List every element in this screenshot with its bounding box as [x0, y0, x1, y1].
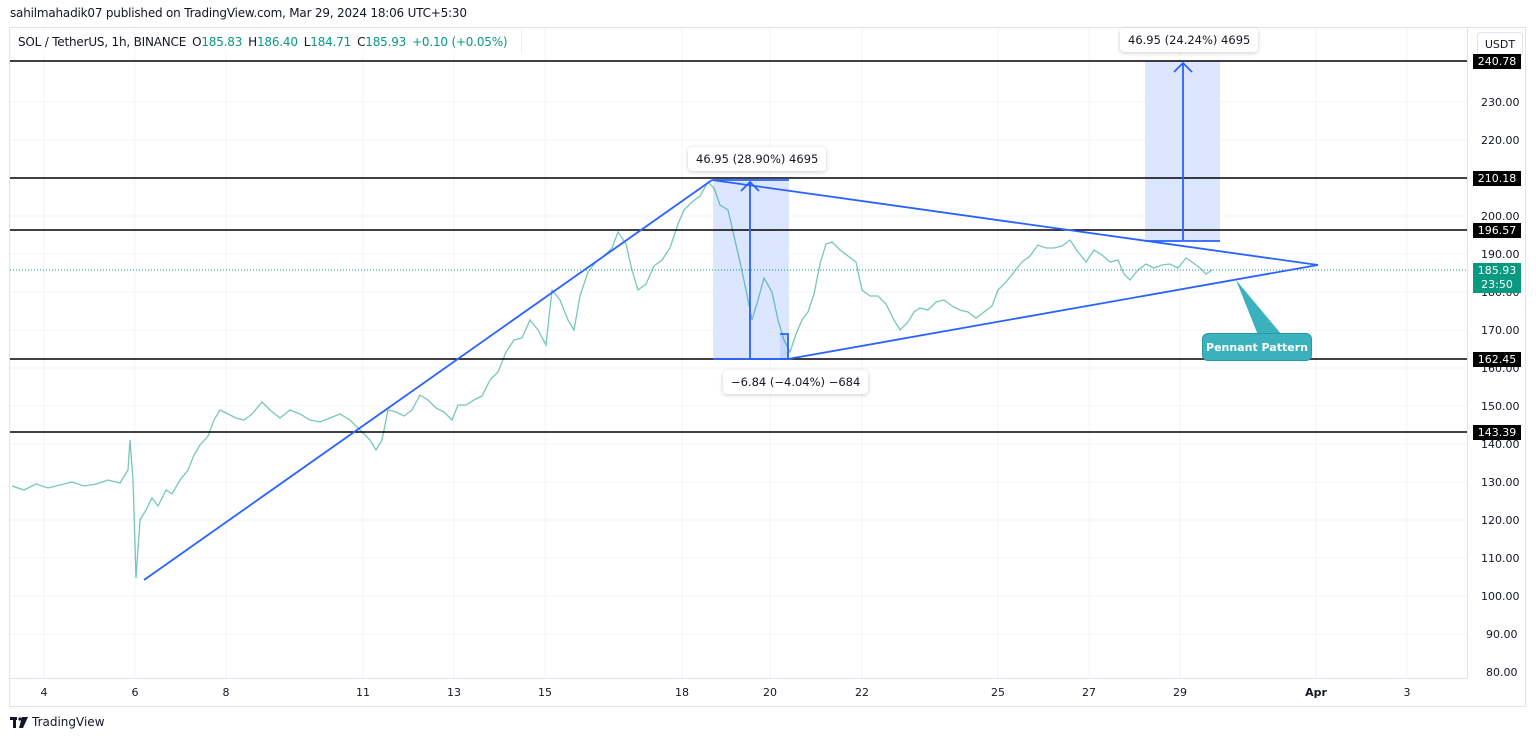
bar-countdown: 23:50: [1481, 278, 1513, 291]
callout-pointer: [1236, 280, 1282, 335]
target-measure-label[interactable]: 46.95 (24.24%) 4695: [1120, 28, 1259, 52]
publisher-caption: sahilmahadik07 published on TradingView.…: [10, 6, 467, 20]
high-value: 186.40: [257, 35, 298, 49]
flagpole-trendline: [143, 179, 713, 581]
level-tag-240: 240.78: [1473, 54, 1521, 69]
candles: [11, 180, 1213, 579]
svg-text:15: 15: [538, 686, 552, 699]
svg-text:27: 27: [1082, 686, 1096, 699]
level-tag-210: 210.18: [1473, 171, 1521, 186]
level-tag-143: 143.39: [1473, 425, 1521, 440]
svg-text:29: 29: [1173, 686, 1187, 699]
tradingview-logo[interactable]: TradingView: [10, 715, 105, 729]
symbol-name[interactable]: SOL / TetherUS, 1h, BINANCE: [18, 35, 187, 49]
last-price-tag: 185.93 23:50: [1473, 263, 1521, 293]
open-value: 185.83: [201, 35, 243, 49]
svg-text:80.00: 80.00: [1486, 666, 1518, 679]
pennant-upper-line: [711, 179, 1319, 266]
svg-text:170.00: 170.00: [1481, 324, 1520, 337]
svg-text:120.00: 120.00: [1481, 514, 1520, 527]
trendlines: [143, 61, 1319, 581]
change-value: +0.10 (+0.05%): [412, 35, 508, 49]
svg-text:25: 25: [991, 686, 1005, 699]
level-tag-196: 196.57: [1473, 223, 1521, 238]
symbol-legend: SOL / TetherUS, 1h, BINANCE O 185.83 H 186…: [10, 30, 523, 54]
svg-text:6: 6: [132, 686, 139, 699]
pennant-lower-line: [787, 264, 1319, 360]
tradingview-logo-icon: [10, 716, 28, 728]
svg-text:130.00: 130.00: [1481, 476, 1520, 489]
pullback-measure-label[interactable]: −6.84 (−4.04%) −684: [723, 370, 869, 394]
svg-text:11: 11: [356, 686, 370, 699]
flagpole-measure-label[interactable]: 46.95 (28.90%) 4695: [688, 147, 827, 171]
svg-text:110.00: 110.00: [1481, 552, 1520, 565]
low-value: 184.71: [310, 35, 352, 49]
level-tag-162: 162.45: [1473, 352, 1521, 367]
pullback-measure-box: [780, 334, 788, 360]
pennant-callout[interactable]: Pennant Pattern: [1202, 333, 1312, 361]
svg-text:13: 13: [447, 686, 461, 699]
close-value: 185.93: [365, 35, 407, 49]
currency-button[interactable]: USDT: [1477, 32, 1523, 56]
svg-text:8: 8: [223, 686, 230, 699]
svg-text:90.00: 90.00: [1486, 628, 1518, 641]
svg-text:230.00: 230.00: [1481, 96, 1520, 109]
svg-text:150.00: 150.00: [1481, 400, 1520, 413]
svg-text:140.00: 140.00: [1481, 438, 1520, 451]
svg-text:22: 22: [855, 686, 869, 699]
svg-text:200.00: 200.00: [1481, 210, 1520, 223]
svg-text:100.00: 100.00: [1481, 590, 1520, 603]
price-axis[interactable]: [1467, 28, 1526, 678]
svg-text:220.00: 220.00: [1481, 134, 1520, 147]
svg-text:18: 18: [675, 686, 689, 699]
svg-text:3: 3: [1404, 686, 1411, 699]
svg-text:20: 20: [763, 686, 777, 699]
svg-text:190.00: 190.00: [1481, 248, 1520, 261]
chart-frame: [9, 27, 1526, 707]
svg-text:Apr: Apr: [1305, 686, 1327, 699]
svg-text:4: 4: [41, 686, 48, 699]
time-axis[interactable]: [10, 678, 1467, 707]
